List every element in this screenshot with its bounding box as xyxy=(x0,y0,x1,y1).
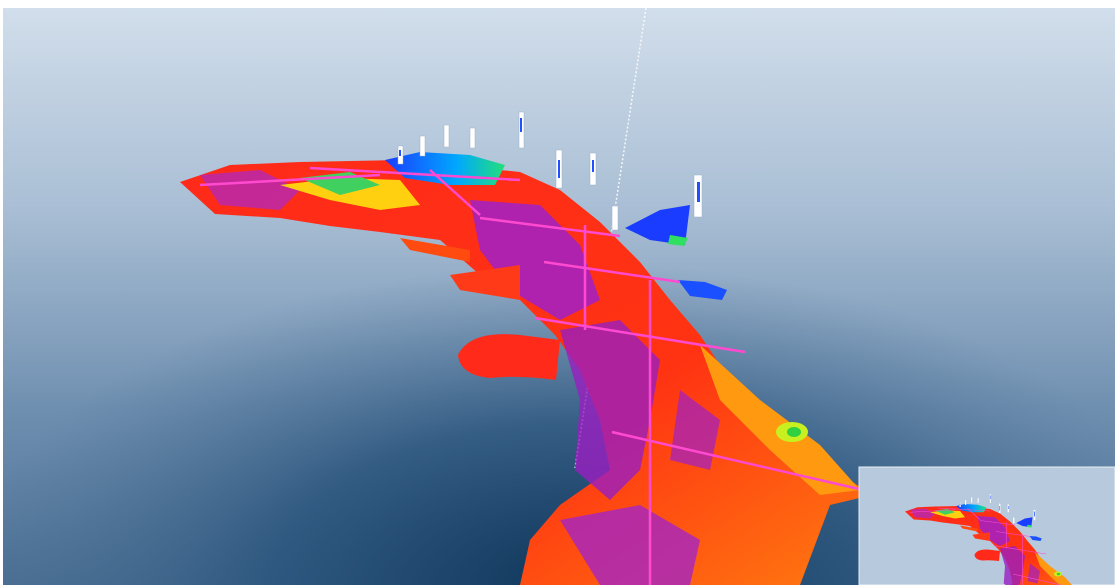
section-lines xyxy=(199,166,873,585)
model-patch xyxy=(700,345,860,495)
frame-left xyxy=(0,0,3,585)
model-patch xyxy=(625,205,690,245)
model-patch xyxy=(280,178,420,210)
model-patch xyxy=(560,505,700,585)
frame-top xyxy=(0,0,1115,8)
well-log-colors xyxy=(399,118,700,202)
model-patch xyxy=(670,390,720,470)
model-lobe xyxy=(458,334,560,380)
model-patch xyxy=(668,235,688,246)
model-fin xyxy=(400,238,470,262)
model-fin xyxy=(450,265,520,300)
model-patch xyxy=(787,427,801,437)
model-patch xyxy=(678,280,727,300)
model-surface xyxy=(180,160,872,585)
model-patch xyxy=(560,320,660,500)
model xyxy=(180,111,873,585)
model-patch xyxy=(470,200,600,320)
inset-view xyxy=(858,466,1115,585)
